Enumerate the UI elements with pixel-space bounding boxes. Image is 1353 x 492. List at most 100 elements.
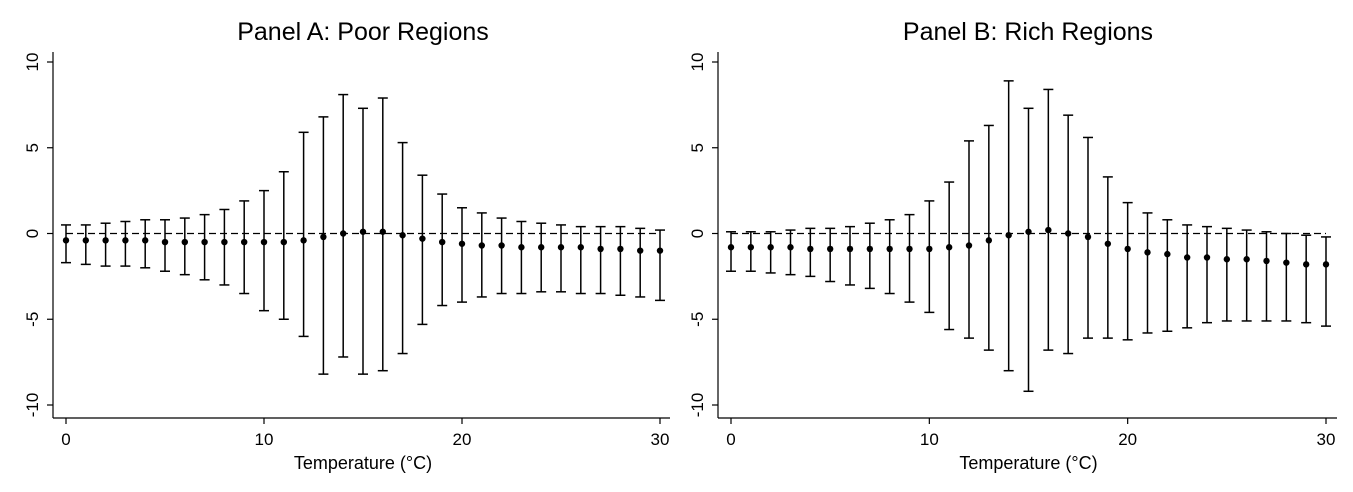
panel-b-point — [1064, 230, 1072, 237]
panel-a-point — [379, 228, 386, 235]
panel-a-error-bar — [476, 212, 487, 298]
panel-a-point — [439, 238, 446, 246]
panel-a-point — [557, 244, 565, 251]
panel-b-point — [1183, 254, 1191, 261]
panel-b-error-bar — [785, 229, 796, 276]
panel-b-point — [1084, 233, 1092, 241]
panel-a-ytick-label: -5 — [23, 312, 42, 327]
panel-a-point — [62, 237, 70, 244]
panel-b-error-bar — [924, 200, 935, 314]
panel-a-error-bar — [417, 174, 428, 326]
panel-a-error-bar — [160, 219, 170, 272]
panel-a-ytick-label: 5 — [23, 143, 42, 152]
panel-a-point — [419, 235, 426, 242]
panel-a-point — [458, 240, 466, 247]
panel-a-error-bar — [61, 224, 71, 264]
panel-a-error-bar — [298, 131, 309, 338]
panel-a-xtick-label: 0 — [61, 430, 70, 449]
panel-a-point — [260, 238, 268, 246]
panel-a-error-bar — [338, 93, 349, 358]
panel-b-rich-regions: Panel B: Rich Regions -10 -5 0 5 10 0 10 20 30 Tem… — [688, 18, 1337, 473]
panel-b-error-bar — [845, 225, 855, 286]
panel-a-error-bar — [219, 208, 230, 286]
panel-b-error-bar — [1241, 229, 1252, 322]
panel-b-ytick-label: 5 — [688, 143, 707, 152]
panel-a-error-bar — [635, 227, 646, 298]
panel-a-point — [498, 242, 505, 249]
panel-b-error-bar — [1202, 225, 1212, 324]
panel-b-xtick-label: 30 — [1317, 430, 1336, 449]
panel-a-error-bar — [615, 225, 626, 296]
panel-b-error-bar — [726, 231, 736, 272]
panel-b-point — [727, 244, 735, 251]
panel-a-point — [359, 228, 367, 235]
panel-b-point — [1045, 226, 1052, 234]
panel-a-xlabel: Temperature (°C) — [294, 453, 432, 473]
panel-a-ytick-label: 10 — [23, 53, 42, 72]
panel-a-error-bar — [516, 220, 527, 295]
panel-b-error-bar — [1261, 231, 1272, 322]
panel-b-ytick-label: -10 — [688, 393, 707, 418]
panel-b-error-bar — [1122, 201, 1133, 341]
panel-b-point — [1263, 257, 1270, 265]
panel-a-point — [320, 233, 327, 241]
panel-b-error-bar — [904, 213, 915, 303]
panel-a-point — [518, 244, 525, 251]
panel-a-point — [221, 238, 228, 246]
panel-b-xtick-label: 20 — [1118, 430, 1137, 449]
panel-b-point — [886, 245, 893, 253]
panel-a-error-bar — [278, 171, 289, 320]
panel-a-ytick-label: -10 — [23, 393, 42, 418]
panel-b-error-bar — [1182, 224, 1193, 329]
panel-a-point — [241, 238, 248, 246]
panel-b-point — [1302, 261, 1310, 268]
panel-a-point — [142, 237, 149, 244]
panel-a-error-bar — [358, 107, 368, 375]
panel-b-point — [1223, 256, 1231, 263]
panel-a-error-bar — [437, 193, 448, 307]
panel-b-error-bar — [864, 222, 875, 290]
panel-a-error-bar — [595, 225, 606, 295]
panel-b-point — [767, 244, 774, 251]
panel-b-point — [985, 237, 993, 244]
panel-b-error-bar — [884, 219, 895, 295]
panel-a-point — [538, 244, 545, 251]
panel-b-point — [1144, 249, 1151, 256]
panel-a-error-bar — [575, 225, 586, 295]
panel-b-point — [747, 244, 755, 251]
panel-a-point — [597, 245, 604, 253]
panel-b-error-bar — [1221, 227, 1232, 322]
panel-a-error-bar — [179, 217, 190, 276]
panel-a-point — [300, 237, 307, 244]
panel-a-point — [399, 232, 406, 239]
panel-a-point — [617, 245, 624, 253]
panel-a-ytick-label: 0 — [23, 229, 42, 238]
panel-a-point — [478, 242, 485, 249]
panel-b-point — [945, 244, 953, 251]
panel-a-error-bar — [397, 141, 408, 355]
panel-a-xtick-label: 30 — [651, 430, 670, 449]
panel-a-error-bar — [120, 220, 131, 267]
panel-b-xtick-label: 0 — [726, 430, 735, 449]
panel-a-error-bar — [318, 116, 329, 375]
panel-b-point — [1104, 240, 1112, 247]
panel-b-point — [906, 245, 913, 253]
panel-b-error-bar — [944, 181, 955, 331]
panel-b-point — [846, 245, 854, 253]
panel-a-poor-regions: Panel A: Poor Regions -10 -5 0 5 10 0 10 20 30 Tem… — [23, 18, 670, 473]
panel-b-error-bar — [1321, 236, 1331, 327]
panel-b-ytick-label: 10 — [688, 53, 707, 72]
panel-a-point — [82, 237, 90, 244]
panel-b-error-bar — [1281, 232, 1292, 322]
panel-b-point — [1005, 232, 1012, 239]
panel-b-point — [1322, 261, 1330, 268]
panel-b-error-bar — [825, 227, 836, 283]
panel-b-point — [1243, 256, 1250, 263]
panel-a-point — [577, 244, 584, 251]
panel-b-xtick-label: 10 — [920, 430, 939, 449]
panel-b-xlabel: Temperature (°C) — [959, 453, 1097, 473]
panel-b-point — [807, 245, 814, 253]
panel-a-xtick-label: 10 — [255, 430, 274, 449]
panel-b-error-bar — [1043, 88, 1054, 351]
panel-a-error-bar — [80, 224, 91, 266]
